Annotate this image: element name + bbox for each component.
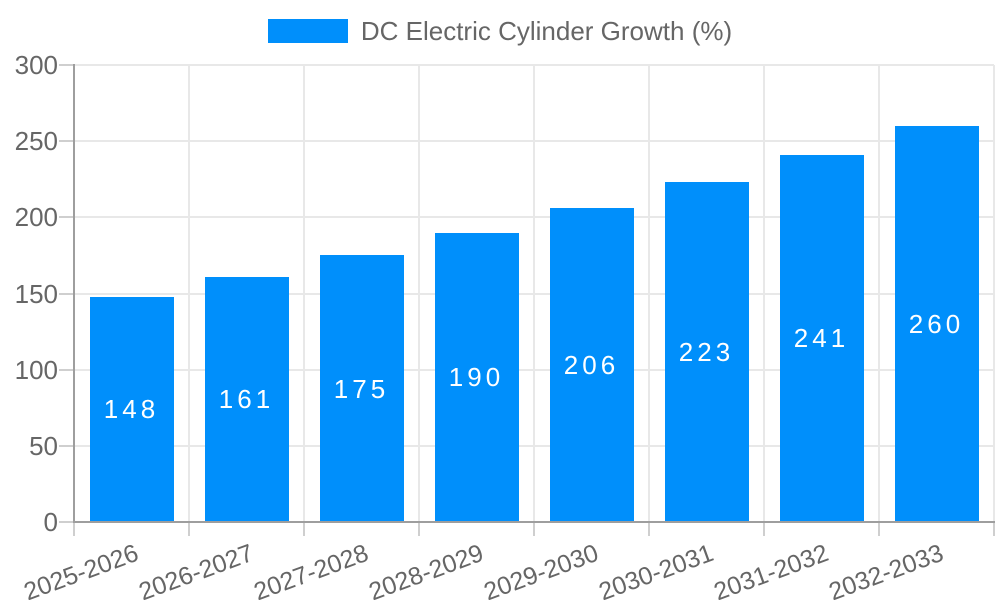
x-axis-tick-label: 2027-2028 (250, 539, 373, 600)
gridline-vertical (533, 65, 535, 522)
x-axis-tick-label: 2028-2029 (365, 539, 488, 600)
bar-value-label: 223 (678, 337, 735, 368)
bar[interactable] (664, 182, 749, 521)
y-axis-tick-label: 200 (14, 202, 58, 233)
x-tick (303, 523, 305, 536)
y-axis-tick-label: 300 (14, 50, 58, 80)
bar[interactable] (894, 125, 979, 521)
x-axis-tick-label: 2030-2031 (595, 539, 718, 600)
y-axis-tick-label: 150 (14, 278, 58, 309)
bar-value-label: 241 (793, 323, 850, 354)
y-tick (59, 140, 73, 143)
bar-value-label: 260 (908, 308, 965, 339)
bar[interactable] (549, 208, 634, 521)
y-tick (59, 216, 73, 219)
gridline-vertical (418, 65, 420, 522)
x-tick (188, 523, 190, 536)
x-axis-tick-label: 2032-2033 (825, 539, 948, 600)
x-tick (533, 523, 535, 536)
gridline-vertical (993, 65, 995, 522)
y-axis-line (73, 64, 75, 522)
bar-value-label: 161 (218, 384, 275, 415)
gridline-vertical (303, 65, 305, 522)
y-tick (59, 64, 73, 66)
y-axis-tick-label: 50 (29, 430, 58, 461)
x-axis-tick-label: 2026-2027 (135, 539, 258, 600)
y-tick (59, 521, 73, 523)
gridline-vertical (763, 65, 765, 522)
bar[interactable] (204, 276, 289, 521)
y-axis-tick-label: 250 (14, 126, 58, 157)
y-axis-tick-label: 100 (14, 354, 58, 385)
bar[interactable] (434, 232, 519, 521)
y-tick (59, 368, 73, 371)
bar[interactable] (779, 154, 864, 521)
gridline-vertical (878, 65, 880, 522)
x-tick (73, 523, 75, 536)
gridline-vertical (188, 65, 190, 522)
bar[interactable] (89, 296, 174, 521)
gridline-vertical (648, 65, 650, 522)
y-axis-tick-label: 0 (43, 507, 58, 537)
x-tick (993, 523, 995, 536)
bar-value-label: 175 (333, 373, 390, 404)
x-axis-tick-label: 2031-2032 (710, 539, 833, 600)
y-tick (59, 292, 73, 295)
bar[interactable] (319, 255, 404, 521)
bar-value-label: 148 (103, 394, 160, 425)
bar-value-label: 206 (563, 350, 620, 381)
bar-value-label: 190 (448, 362, 505, 393)
legend-item[interactable]: DC Electric Cylinder Growth (%) (0, 16, 1000, 46)
x-axis-line (73, 521, 995, 523)
x-tick (763, 523, 765, 536)
x-axis-tick-label: 2025-2026 (20, 539, 143, 600)
legend-label: DC Electric Cylinder Growth (%) (360, 16, 733, 46)
x-axis-tick-label: 2029-2030 (480, 539, 603, 600)
x-tick (878, 523, 880, 536)
legend-swatch (267, 19, 348, 43)
x-tick (648, 523, 650, 536)
x-tick (418, 523, 420, 536)
y-tick (59, 444, 73, 447)
